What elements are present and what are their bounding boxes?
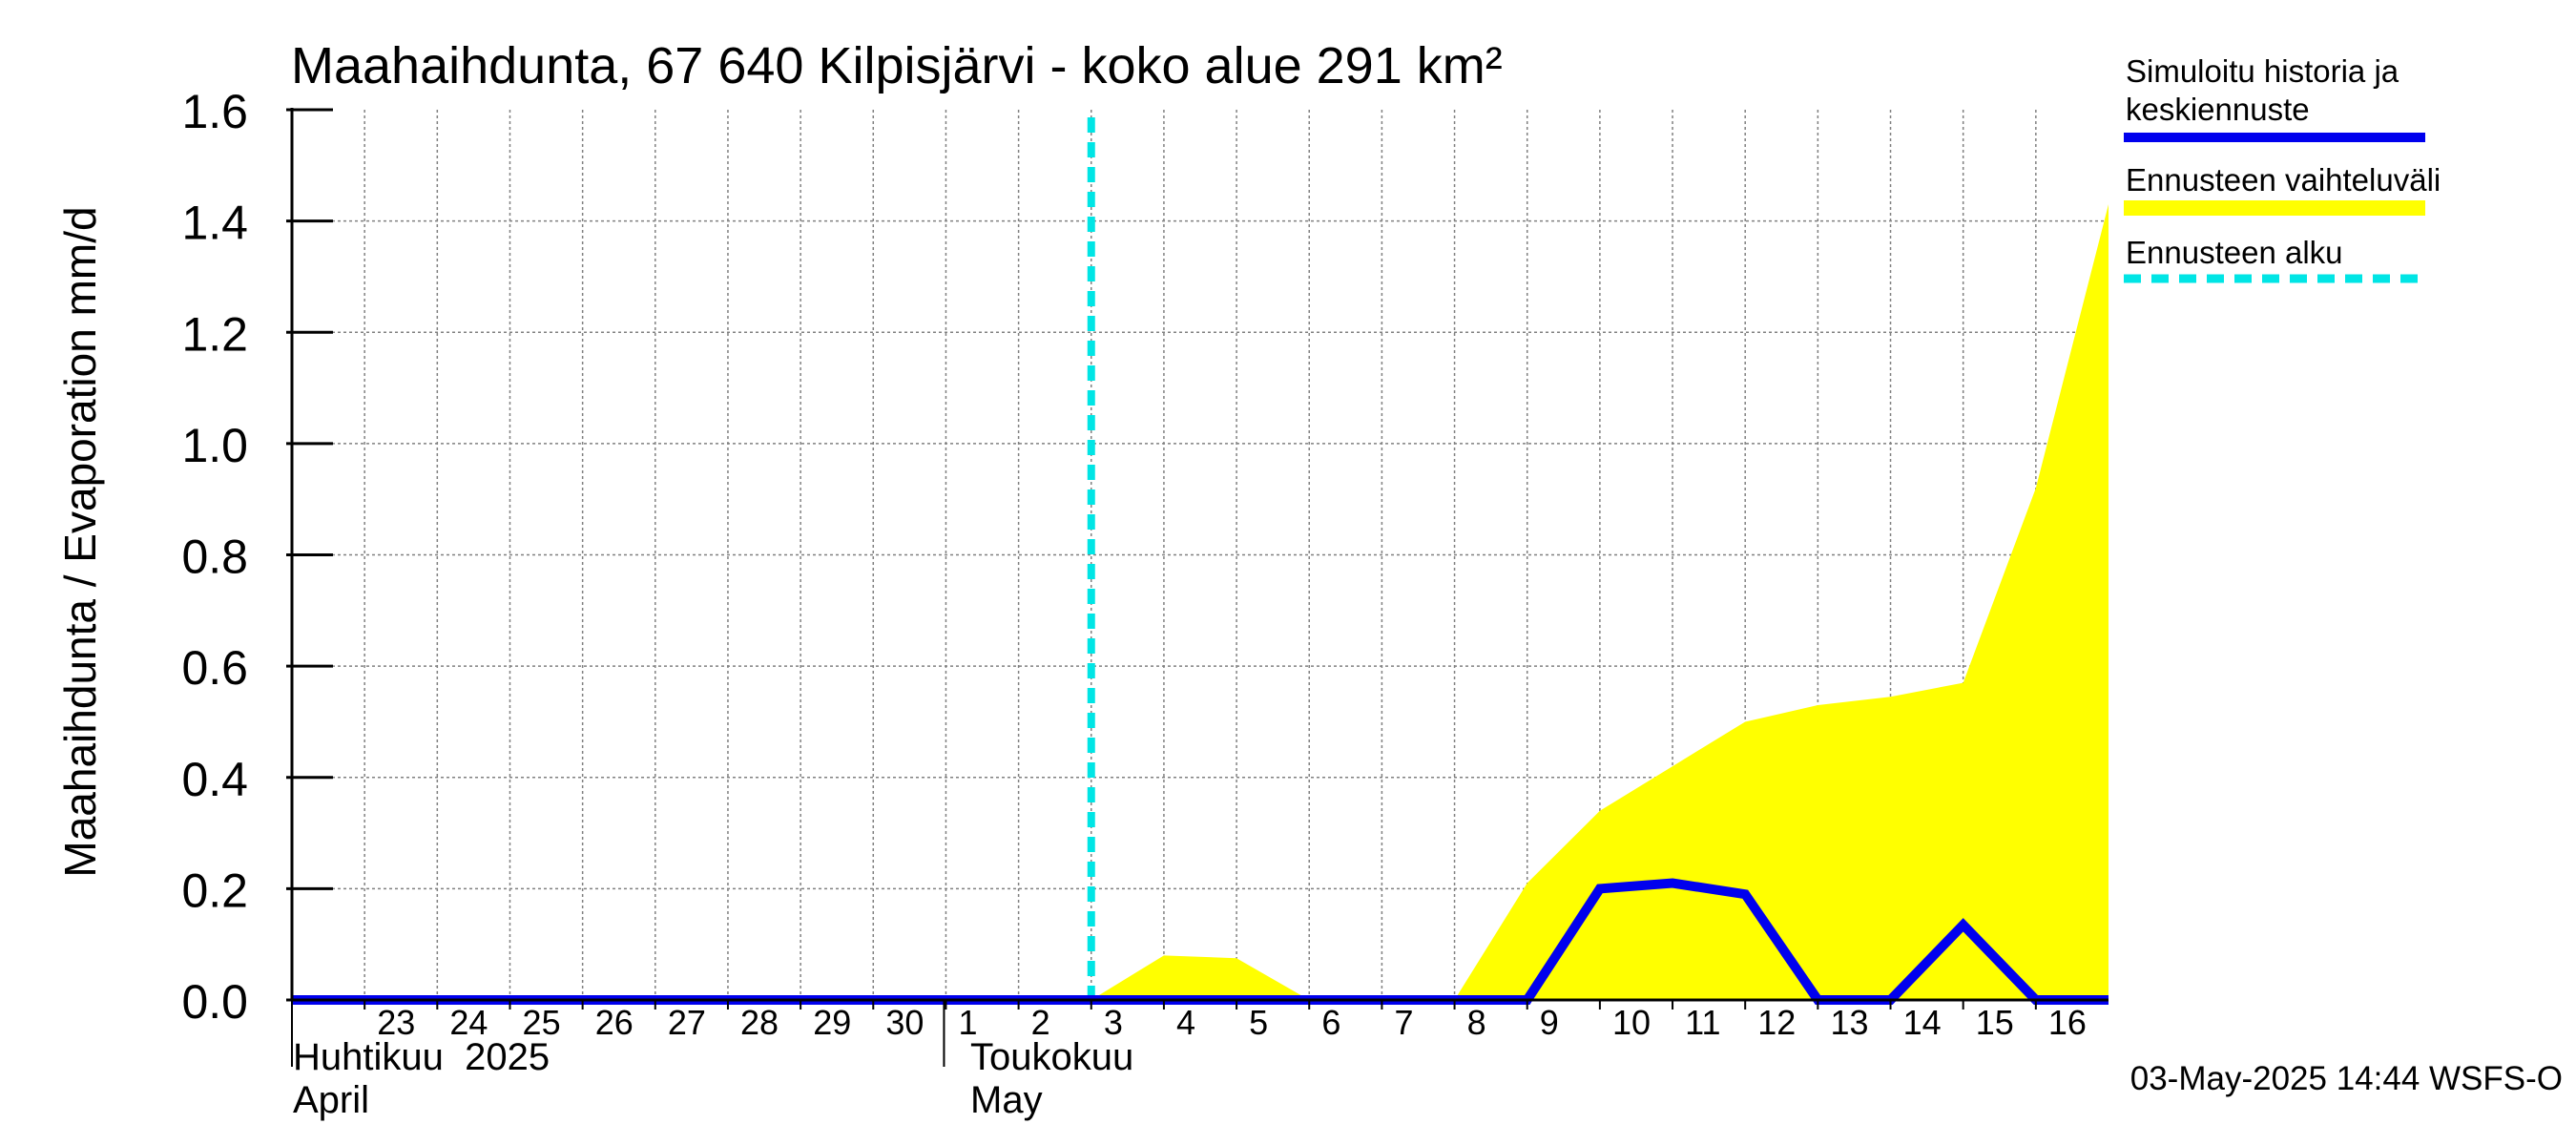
x-tick-label: 14 <box>1903 1003 1942 1042</box>
month-label-april-en: April <box>293 1079 369 1121</box>
legend-label-range: Ennusteen vaihteluväli <box>2126 162 2441 198</box>
x-tick-label: 5 <box>1249 1003 1268 1042</box>
y-tick-label: 0.6 <box>181 641 248 695</box>
legend-label-forecast-start: Ennusteen alku <box>2126 235 2343 270</box>
y-axis-tick-labels: 0.0 0.2 0.4 0.6 0.8 1.0 1.2 1.4 1.6 <box>181 85 333 1029</box>
x-tick-label: 12 <box>1757 1003 1796 1042</box>
x-tick-label: 25 <box>523 1003 561 1042</box>
x-tick-label: 16 <box>2048 1003 2087 1042</box>
x-tick-label: 30 <box>885 1003 924 1042</box>
x-tick-label: 28 <box>740 1003 779 1042</box>
chart-title: Maahaihdunta, 67 640 Kilpisjärvi - koko … <box>291 37 1503 94</box>
month-label-may-fi: Toukokuu <box>970 1036 1133 1078</box>
y-tick-label: 1.0 <box>181 419 248 472</box>
x-tick-label: 7 <box>1394 1003 1413 1042</box>
timestamp: 03-May-2025 14:44 WSFS-O <box>2130 1060 2563 1097</box>
forecast-range-band-layer <box>1087 117 2109 1001</box>
x-tick-label: 2 <box>1031 1003 1050 1042</box>
x-tick-label: 29 <box>813 1003 851 1042</box>
x-tick-label: 24 <box>449 1003 488 1042</box>
y-tick-label: 1.2 <box>181 307 248 361</box>
x-tick-label: 8 <box>1467 1003 1486 1042</box>
legend: Simuloitu historia ja keskiennuste Ennus… <box>2124 53 2441 283</box>
y-axis-label: Maahaihdunta / Evaporation mm/d <box>55 206 105 877</box>
x-tick-label: 6 <box>1321 1003 1340 1042</box>
x-tick-label: 1 <box>959 1003 978 1042</box>
x-tick-label: 9 <box>1540 1003 1559 1042</box>
x-tick-label: 27 <box>668 1003 706 1042</box>
x-tick-label: 23 <box>377 1003 415 1042</box>
month-labels: Huhtikuu 2025 April Toukokuu May <box>293 1036 1133 1121</box>
y-tick-label: 0.0 <box>181 975 248 1029</box>
forecast-range-band <box>1091 204 2109 1001</box>
y-tick-label: 0.8 <box>181 531 248 584</box>
x-tick-label: 26 <box>595 1003 634 1042</box>
x-tick-label: 3 <box>1104 1003 1123 1042</box>
month-label-may-en: May <box>970 1079 1043 1121</box>
y-tick-label: 1.4 <box>181 197 248 250</box>
x-axis-labels: 23 24 25 26 27 28 29 30 1 2 3 4 5 6 7 8 9 10 11 12 13 14 15 16 <box>377 1003 2087 1042</box>
legend-label-mean: Simuloitu historia ja keskiennuste <box>2126 53 2407 127</box>
x-tick-label: 13 <box>1830 1003 1868 1042</box>
x-tick-label: 15 <box>1976 1003 2014 1042</box>
x-tick-label: 10 <box>1612 1003 1651 1042</box>
y-tick-label: 0.2 <box>181 864 248 917</box>
y-tick-label: 1.6 <box>181 85 248 138</box>
month-label-april-fi: Huhtikuu 2025 <box>293 1036 550 1078</box>
y-tick-label: 0.4 <box>181 753 248 806</box>
x-tick-label: 11 <box>1685 1003 1720 1042</box>
x-tick-label: 4 <box>1176 1003 1195 1042</box>
